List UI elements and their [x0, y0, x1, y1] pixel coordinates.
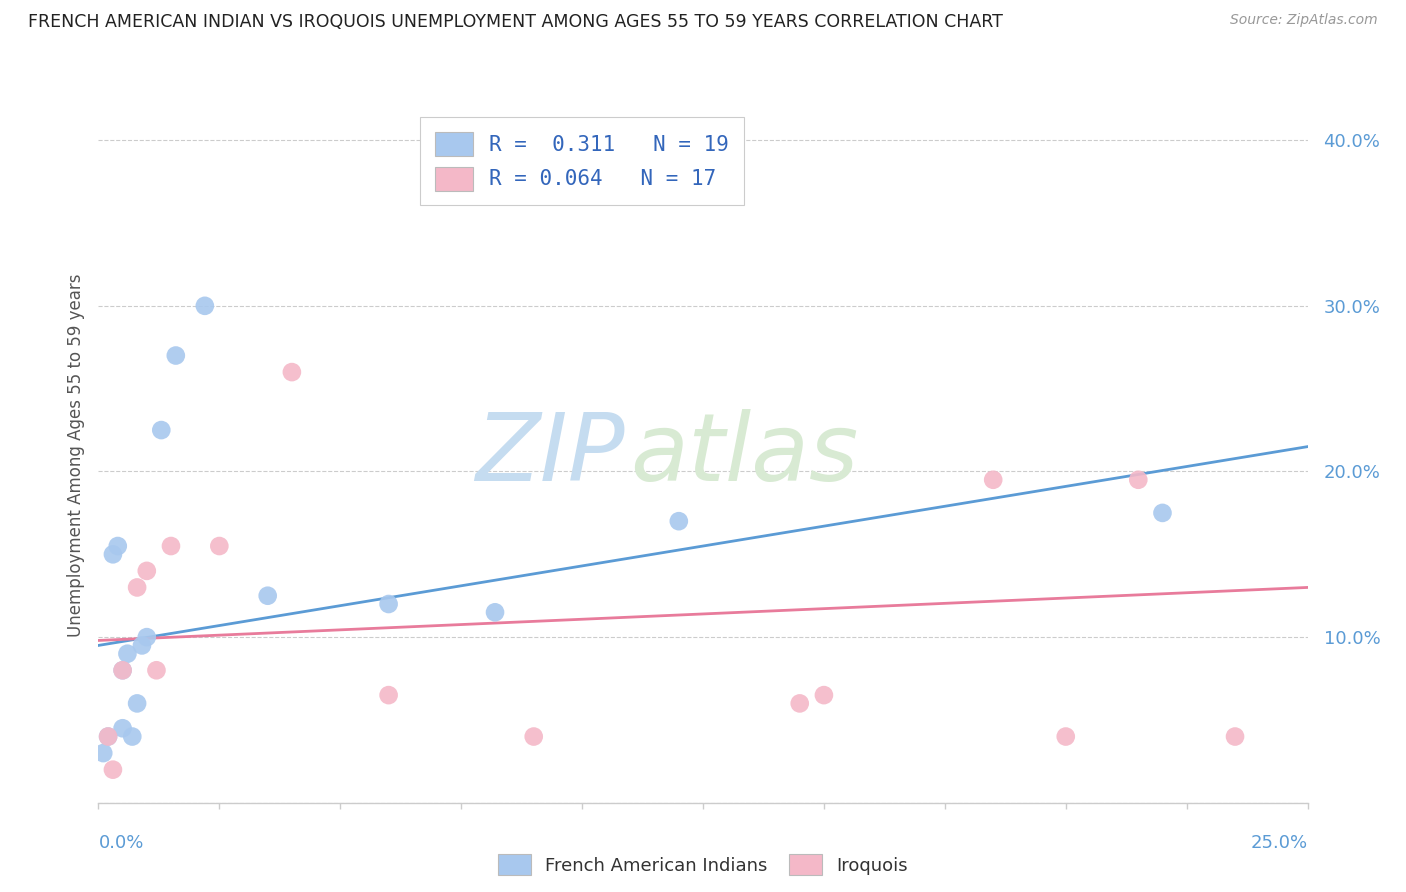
- Text: 25.0%: 25.0%: [1250, 834, 1308, 852]
- Text: atlas: atlas: [630, 409, 859, 500]
- Point: [281, 365, 304, 379]
- Point: [165, 349, 187, 363]
- Point: [117, 647, 139, 661]
- Point: [1152, 506, 1174, 520]
- Point: [523, 730, 546, 744]
- Point: [377, 597, 399, 611]
- Point: [150, 423, 173, 437]
- Point: [111, 721, 134, 735]
- Point: [111, 663, 134, 677]
- Point: [91, 746, 114, 760]
- Point: [107, 539, 129, 553]
- Point: [127, 581, 149, 595]
- Point: [127, 697, 149, 711]
- Point: [256, 589, 278, 603]
- Point: [813, 688, 835, 702]
- Point: [194, 299, 217, 313]
- Text: FRENCH AMERICAN INDIAN VS IROQUOIS UNEMPLOYMENT AMONG AGES 55 TO 59 YEARS CORREL: FRENCH AMERICAN INDIAN VS IROQUOIS UNEMP…: [28, 13, 1002, 31]
- Point: [135, 630, 157, 644]
- Point: [1054, 730, 1077, 744]
- Point: [160, 539, 183, 553]
- Point: [101, 763, 124, 777]
- Point: [981, 473, 1004, 487]
- Point: [111, 663, 134, 677]
- Point: [97, 730, 120, 744]
- Point: [1223, 730, 1246, 744]
- Point: [121, 730, 143, 744]
- Point: [145, 663, 167, 677]
- Point: [1128, 473, 1150, 487]
- Point: [101, 547, 124, 561]
- Point: [377, 688, 399, 702]
- Point: [131, 639, 153, 653]
- Point: [97, 730, 120, 744]
- Y-axis label: Unemployment Among Ages 55 to 59 years: Unemployment Among Ages 55 to 59 years: [66, 273, 84, 637]
- Point: [668, 514, 690, 528]
- Point: [484, 605, 506, 619]
- Point: [208, 539, 231, 553]
- Text: Source: ZipAtlas.com: Source: ZipAtlas.com: [1230, 13, 1378, 28]
- Legend: French American Indians, Iroquois: French American Indians, Iroquois: [489, 846, 917, 884]
- Text: 0.0%: 0.0%: [98, 834, 143, 852]
- Point: [789, 697, 811, 711]
- Point: [135, 564, 157, 578]
- Text: ZIP: ZIP: [475, 409, 624, 500]
